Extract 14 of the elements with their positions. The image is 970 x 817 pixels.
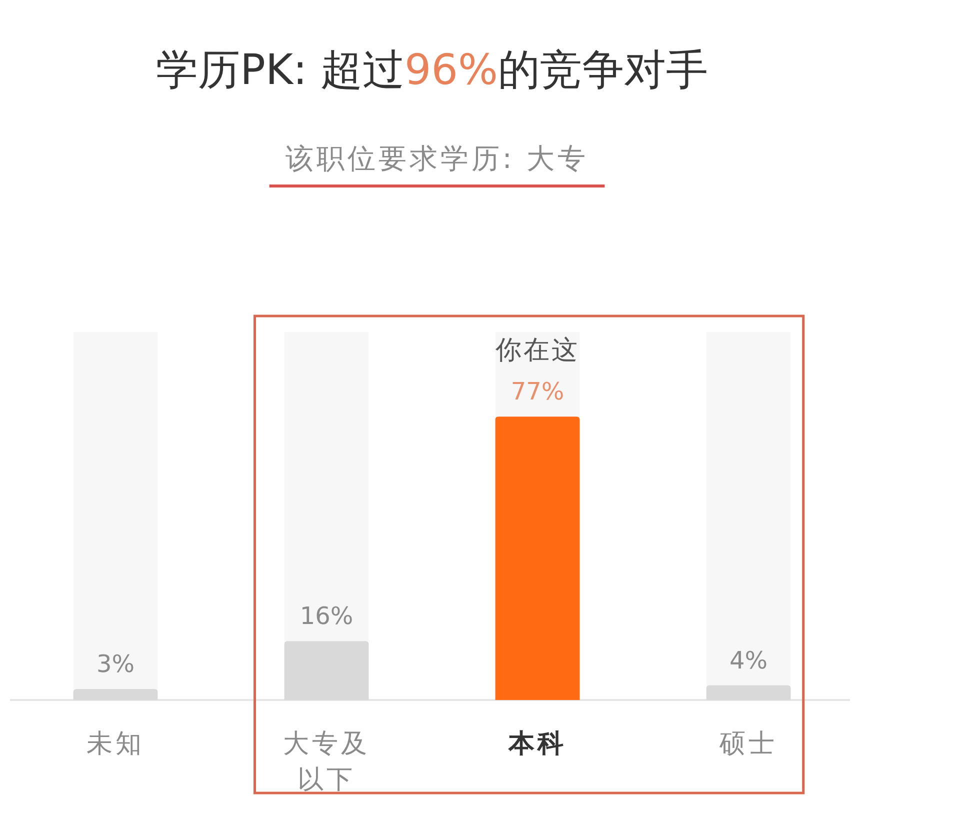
chart-subtitle: 该职位要求学历: 大专	[285, 142, 589, 175]
annotation: 你在这	[494, 336, 580, 366]
x-tick-label: 大专及以下	[283, 729, 370, 795]
x-tick-label: 未知	[86, 729, 144, 759]
data-label: 77%	[510, 378, 564, 406]
data-label: 4%	[729, 646, 768, 674]
data-label: 16%	[300, 602, 354, 630]
bar	[73, 688, 158, 700]
x-tick-label: 本科	[508, 729, 566, 759]
x-tick-label: 硕士	[718, 729, 778, 759]
bar	[706, 685, 791, 700]
bar	[284, 641, 369, 700]
data-label: 3%	[96, 650, 135, 678]
chart-title: 学历PK: 超过96%的竞争对手	[156, 45, 708, 94]
